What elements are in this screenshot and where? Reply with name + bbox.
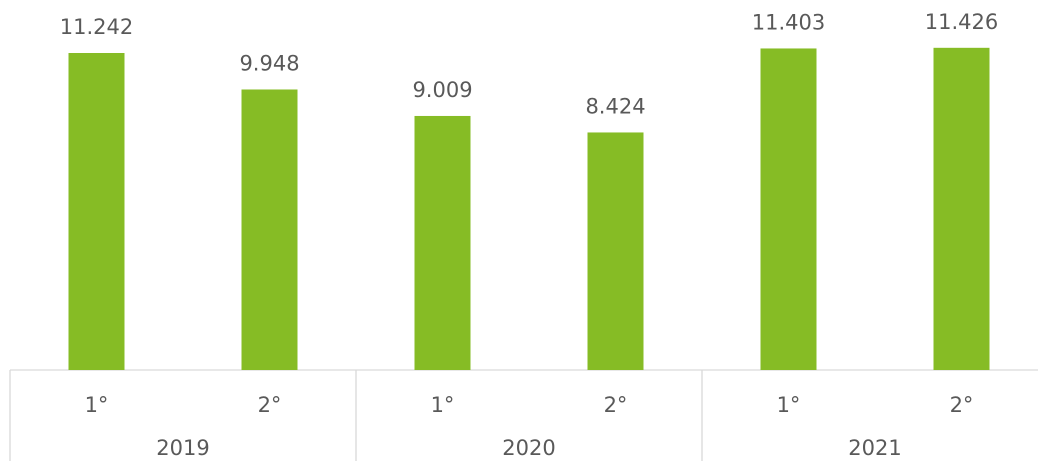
data-label: 9.009 bbox=[412, 78, 472, 102]
x-tick-label: 2° bbox=[604, 393, 628, 417]
data-label: 11.426 bbox=[925, 10, 998, 34]
x-tick-label: 2° bbox=[950, 393, 974, 417]
group-label: 2021 bbox=[848, 436, 901, 460]
x-tick-label: 1° bbox=[85, 393, 109, 417]
x-tick-label: 1° bbox=[777, 393, 801, 417]
group-label: 2020 bbox=[502, 436, 555, 460]
bar bbox=[414, 115, 471, 370]
group-label: 2019 bbox=[156, 436, 209, 460]
bar bbox=[68, 53, 125, 370]
data-label: 9.948 bbox=[239, 51, 299, 75]
data-label: 11.242 bbox=[60, 15, 133, 39]
data-label: 8.424 bbox=[585, 94, 645, 118]
bar bbox=[760, 48, 817, 371]
x-tick-label: 2° bbox=[258, 393, 282, 417]
x-tick-label: 1° bbox=[431, 393, 455, 417]
bar bbox=[933, 47, 990, 371]
data-label: 11.403 bbox=[752, 10, 825, 34]
bar bbox=[587, 132, 644, 370]
bar bbox=[241, 89, 298, 371]
